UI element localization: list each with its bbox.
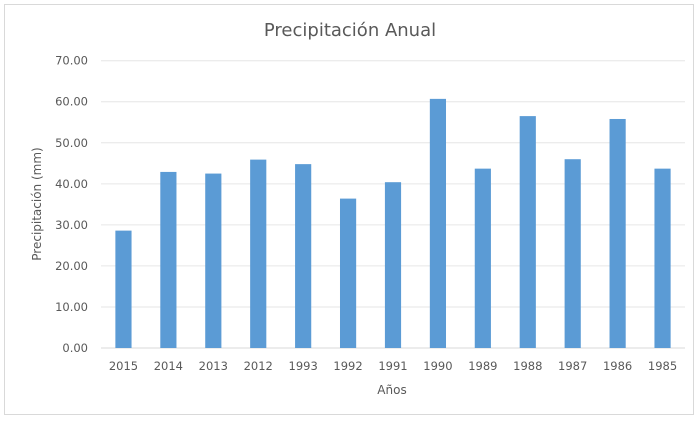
x-tick-label: 1986 (603, 359, 632, 373)
y-tick-label: 60.00 (55, 95, 88, 109)
bar-1985 (654, 168, 671, 348)
x-tick-label: 2014 (154, 359, 183, 373)
bar-1989 (474, 168, 491, 348)
x-tick-label: 2013 (199, 359, 228, 373)
bar-1993 (295, 164, 312, 348)
x-tick-label: 2012 (244, 359, 273, 373)
x-tick-label: 2015 (109, 359, 138, 373)
y-tick-label: 10.00 (55, 300, 88, 314)
bar-1987 (564, 159, 581, 348)
y-tick-label: 0.00 (62, 341, 88, 355)
bar-1990 (429, 98, 447, 348)
x-tick-label: 1991 (378, 359, 407, 373)
chart-title: Precipitación Anual (264, 20, 436, 41)
chart-frame (4, 4, 694, 415)
x-tick-label: 1990 (423, 359, 452, 373)
y-tick-label: 50.00 (55, 136, 88, 150)
y-axis-title: Precipitación (mm) (30, 147, 44, 260)
x-tick-label: 1985 (648, 359, 677, 373)
bar-1988 (519, 116, 536, 349)
bar-2013 (205, 173, 222, 348)
x-tick-label: 1993 (289, 359, 318, 373)
bar-1991 (384, 182, 402, 348)
y-tick-label: 20.00 (55, 259, 88, 273)
y-tick-label: 70.00 (55, 54, 88, 68)
x-tick-label: 1987 (558, 359, 587, 373)
bar-1986 (609, 118, 626, 348)
bar-1992 (339, 198, 357, 348)
bar-2012 (250, 159, 267, 348)
y-tick-label: 30.00 (55, 218, 88, 232)
bar-2015 (115, 230, 132, 348)
bar-2014 (160, 171, 177, 348)
x-tick-label: 1992 (333, 359, 362, 373)
x-axis-title: Años (377, 383, 406, 397)
x-tick-label: 1988 (513, 359, 542, 373)
x-tick-label: 1989 (468, 359, 497, 373)
y-tick-label: 40.00 (55, 177, 88, 191)
